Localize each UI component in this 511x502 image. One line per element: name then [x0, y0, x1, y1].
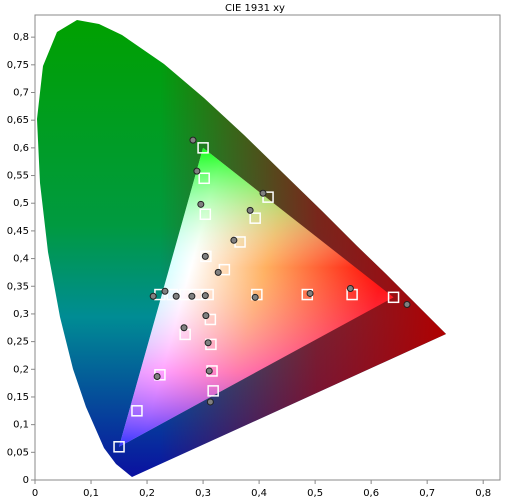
measured-marker	[193, 167, 201, 175]
target-marker	[204, 313, 217, 326]
measured-marker	[306, 289, 314, 297]
measured-marker	[201, 292, 209, 300]
y-tick-label: 0,25	[7, 337, 29, 348]
y-tick-label: 0,35	[7, 281, 29, 292]
measured-marker	[403, 301, 411, 309]
y-tick-label: 0,05	[7, 447, 29, 458]
target-marker	[200, 250, 212, 263]
measured-marker	[201, 252, 209, 260]
target-marker	[199, 208, 212, 221]
y-tick-label: 0,45	[7, 226, 29, 237]
y-tick-label: 0,7	[13, 88, 29, 99]
measured-marker	[161, 287, 169, 295]
y-tick-label: 0,75	[7, 60, 29, 71]
chart-title: CIE 1931 xy	[225, 3, 285, 14]
target-marker	[197, 142, 209, 154]
y-tick-label: 0,55	[7, 171, 29, 182]
measured-marker	[259, 189, 267, 197]
measured-marker	[189, 136, 197, 144]
y-tick-label: 0,8	[13, 32, 29, 43]
target-marker	[198, 172, 210, 185]
measured-marker	[205, 367, 213, 375]
measured-marker	[153, 372, 161, 380]
x-tick-label: 0,5	[307, 488, 323, 499]
measured-marker	[197, 200, 205, 208]
measured-marker	[214, 268, 222, 276]
y-tick-label: 0,65	[7, 115, 29, 126]
target-marker	[249, 212, 261, 224]
measured-marker	[206, 398, 214, 406]
y-tick-label: 0,15	[7, 392, 29, 403]
measured-marker	[346, 284, 354, 292]
measured-marker	[202, 312, 210, 320]
y-tick-label: 0,5	[13, 198, 29, 209]
target-marker	[113, 441, 125, 453]
y-tick-label: 0,6	[13, 143, 29, 154]
target-marker	[387, 291, 400, 304]
x-tick-label: 0,4	[251, 488, 267, 499]
y-tick-label: 0,1	[13, 420, 29, 431]
y-tick-label: 0,4	[13, 254, 29, 265]
x-tick-label: 0	[32, 488, 38, 499]
measured-marker	[204, 339, 212, 347]
x-tick-label: 0,1	[83, 488, 99, 499]
measured-marker	[251, 293, 259, 301]
target-marker	[131, 405, 143, 417]
x-tick-label: 0,2	[139, 488, 155, 499]
measured-marker	[180, 324, 188, 332]
target-marker	[207, 385, 219, 397]
y-tick-label: 0	[23, 475, 29, 486]
measured-marker	[230, 236, 238, 244]
y-tick-label: 0,3	[13, 309, 29, 320]
x-tick-label: 0,6	[363, 488, 379, 499]
measured-marker	[188, 292, 196, 300]
x-tick-label: 0,7	[419, 488, 435, 499]
measured-marker	[246, 206, 254, 214]
measured-marker	[149, 292, 157, 300]
measured-marker	[172, 292, 180, 300]
target-marker	[262, 191, 274, 203]
x-tick-label: 0,8	[475, 488, 491, 499]
x-tick-label: 0,3	[195, 488, 211, 499]
y-tick-label: 0,2	[13, 364, 29, 375]
